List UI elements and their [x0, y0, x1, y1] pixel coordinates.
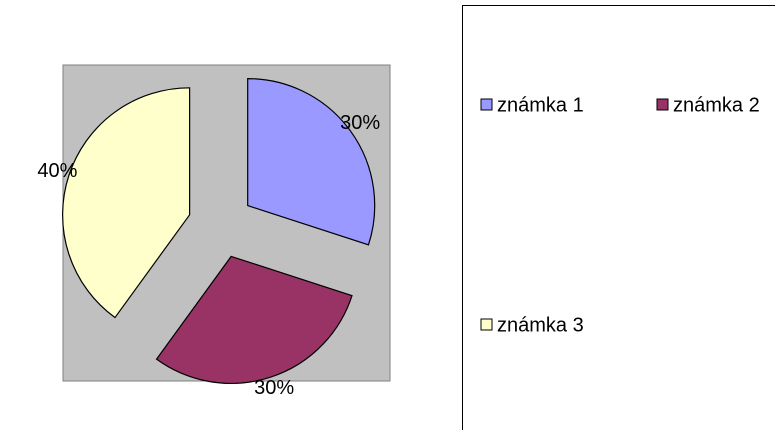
legend-box	[462, 5, 775, 430]
pie-slice	[247, 78, 376, 246]
legend-label: známka 3	[497, 314, 584, 336]
legend-label: známka 2	[673, 94, 760, 116]
legend-swatch	[480, 318, 493, 331]
pie-slice	[62, 87, 191, 319]
data-label: 40%	[37, 160, 77, 182]
legend-swatch	[656, 98, 669, 111]
data-label: 30%	[340, 112, 380, 134]
legend-swatch	[480, 98, 493, 111]
data-label: 30%	[254, 377, 294, 399]
legend-label: známka 1	[497, 94, 584, 116]
pie-slice	[155, 255, 353, 384]
